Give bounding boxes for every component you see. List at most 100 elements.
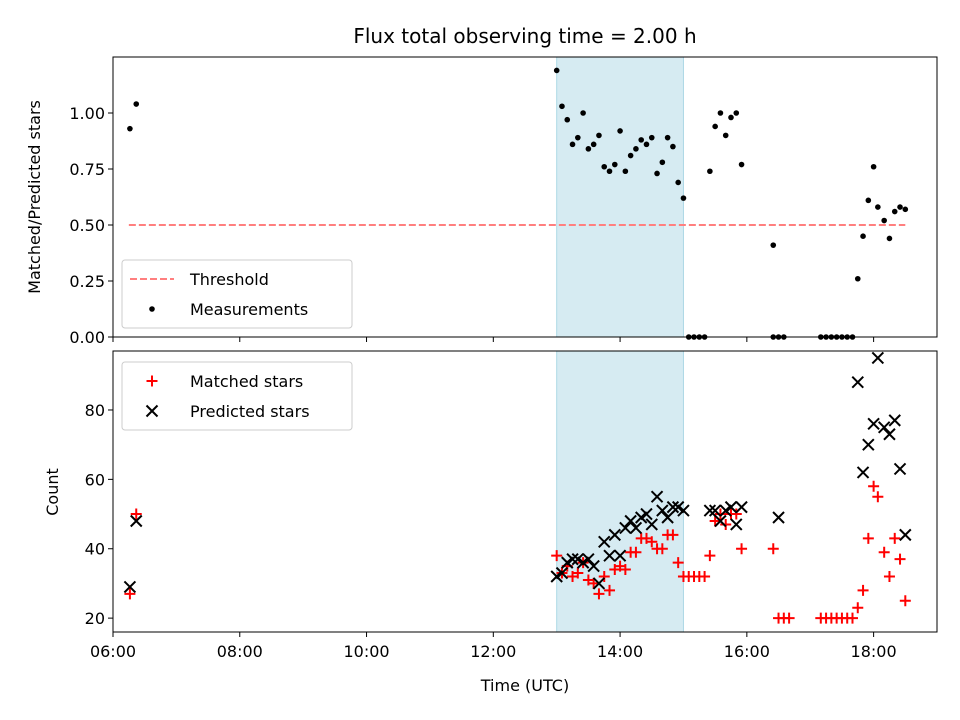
measurements-point (606, 168, 613, 175)
measurements-point (559, 103, 565, 110)
matched-stars-point (630, 546, 642, 558)
measurements-point (611, 161, 618, 168)
measurements-point (127, 125, 133, 132)
matched-stars-point (551, 550, 563, 562)
measurements-point (675, 179, 681, 186)
top-shaded-region (556, 56, 684, 338)
legend-label: Predicted stars (190, 402, 310, 421)
bottom-legend: Matched stars Predicted stars (121, 361, 353, 431)
bottom-panel: Time (UTC) Count 20 40 60 80 06:00 08:00 10:00… (43, 350, 938, 695)
predicted-stars-point (883, 428, 896, 441)
measurements-point (902, 206, 909, 213)
matched-stars-point (124, 588, 136, 600)
measurements-point (881, 217, 887, 224)
predicted-stars-point (613, 549, 627, 562)
predicted-stars-point (629, 521, 643, 535)
predicted-stars-point (862, 438, 875, 451)
predicted-stars-point (587, 559, 600, 573)
measurements-point (627, 152, 634, 159)
matched-stars-point (646, 536, 658, 548)
predicted-stars-point (582, 552, 595, 566)
measurements-point (659, 159, 666, 166)
matched-stars-point (852, 602, 864, 614)
matched-stars-point (598, 570, 610, 582)
measurements-point (670, 143, 676, 150)
matched-stars-point (868, 480, 880, 492)
predicted-stars-point (867, 417, 880, 431)
measurements-point (654, 170, 660, 177)
matched-stars-point (656, 543, 668, 555)
matched-stars-point (857, 584, 869, 596)
matched-stars-point (604, 584, 616, 596)
measurements-point (643, 141, 650, 148)
predicted-stars-point (703, 504, 717, 517)
predicted-stars-point (561, 556, 574, 569)
matched-stars-point (846, 612, 858, 624)
measurements-point (712, 123, 718, 130)
predicted-stars-point (619, 521, 632, 535)
x-tick-label: 18:00 (851, 642, 897, 661)
legend-label: Threshold (189, 270, 269, 289)
measurements-point (680, 195, 687, 201)
predicted-stars-point (603, 549, 616, 562)
y-tick-label: 20 (85, 609, 105, 628)
predicted-stars-point (899, 528, 912, 542)
predicted-stars-point (650, 490, 664, 503)
measurements-point (722, 132, 729, 139)
measurements-point (738, 161, 745, 168)
matched-stars-point (672, 557, 684, 569)
matched-stars-point (736, 543, 748, 555)
predicted-stars-point (123, 580, 137, 594)
measurements-point (564, 116, 571, 123)
predicted-stars-point (608, 528, 622, 542)
top-axes-frame (112, 56, 938, 338)
predicted-stars-point (592, 577, 606, 590)
measurements-point (569, 141, 576, 148)
x-tick-label: 14:00 (597, 642, 643, 661)
predicted-stars-point (677, 504, 690, 517)
predicted-stars-point (671, 500, 685, 514)
matched-stars-point (878, 546, 890, 558)
predicted-stars-point (708, 504, 722, 517)
bottom-shaded-region (556, 350, 684, 633)
matched-stars-point (889, 532, 901, 544)
measurements-point (585, 146, 592, 152)
legend-swatch (149, 306, 155, 312)
matched-stars-point (894, 553, 906, 565)
matched-stars-point (899, 595, 911, 607)
predicted-stars-point (656, 504, 669, 517)
measurements-point (854, 275, 861, 282)
matched-stars-point (862, 532, 874, 544)
measurements-point (733, 110, 740, 116)
predicted-stars-point (624, 514, 637, 528)
y-tick-label: 1.00 (69, 104, 105, 123)
y-tick-label: 0.75 (69, 160, 105, 179)
predicted-stars-point (714, 514, 727, 528)
matched-stars-point (619, 564, 631, 576)
measurements-point (648, 134, 655, 141)
matched-stars-point (730, 508, 742, 520)
measurements-point (870, 163, 877, 170)
measurements-point (622, 168, 629, 175)
y-tick-label: 40 (85, 540, 105, 559)
matched-stars-point (593, 588, 605, 600)
y-tick-label: 0.00 (69, 328, 105, 347)
bottom-y-axis-label: Count (43, 468, 62, 516)
predicted-stars-point (576, 556, 590, 569)
legend-box (121, 259, 353, 329)
measurements-point (601, 163, 608, 170)
measurements-point (717, 110, 724, 116)
matched-stars-point (130, 508, 142, 520)
matched-stars-point (872, 491, 884, 503)
legend-label: Measurements (190, 300, 308, 319)
predicted-stars-point (893, 462, 907, 476)
predicted-stars-point (724, 500, 738, 514)
bottom-axes-frame (112, 350, 938, 633)
measurements-point (664, 134, 671, 141)
predicted-stars-point (877, 421, 891, 434)
y-tick-label: 60 (85, 470, 105, 489)
measurements-point (580, 110, 586, 116)
measurements-point (638, 137, 645, 143)
predicted-stars-point (772, 511, 785, 524)
x-axis-label: Time (UTC) (480, 676, 569, 695)
